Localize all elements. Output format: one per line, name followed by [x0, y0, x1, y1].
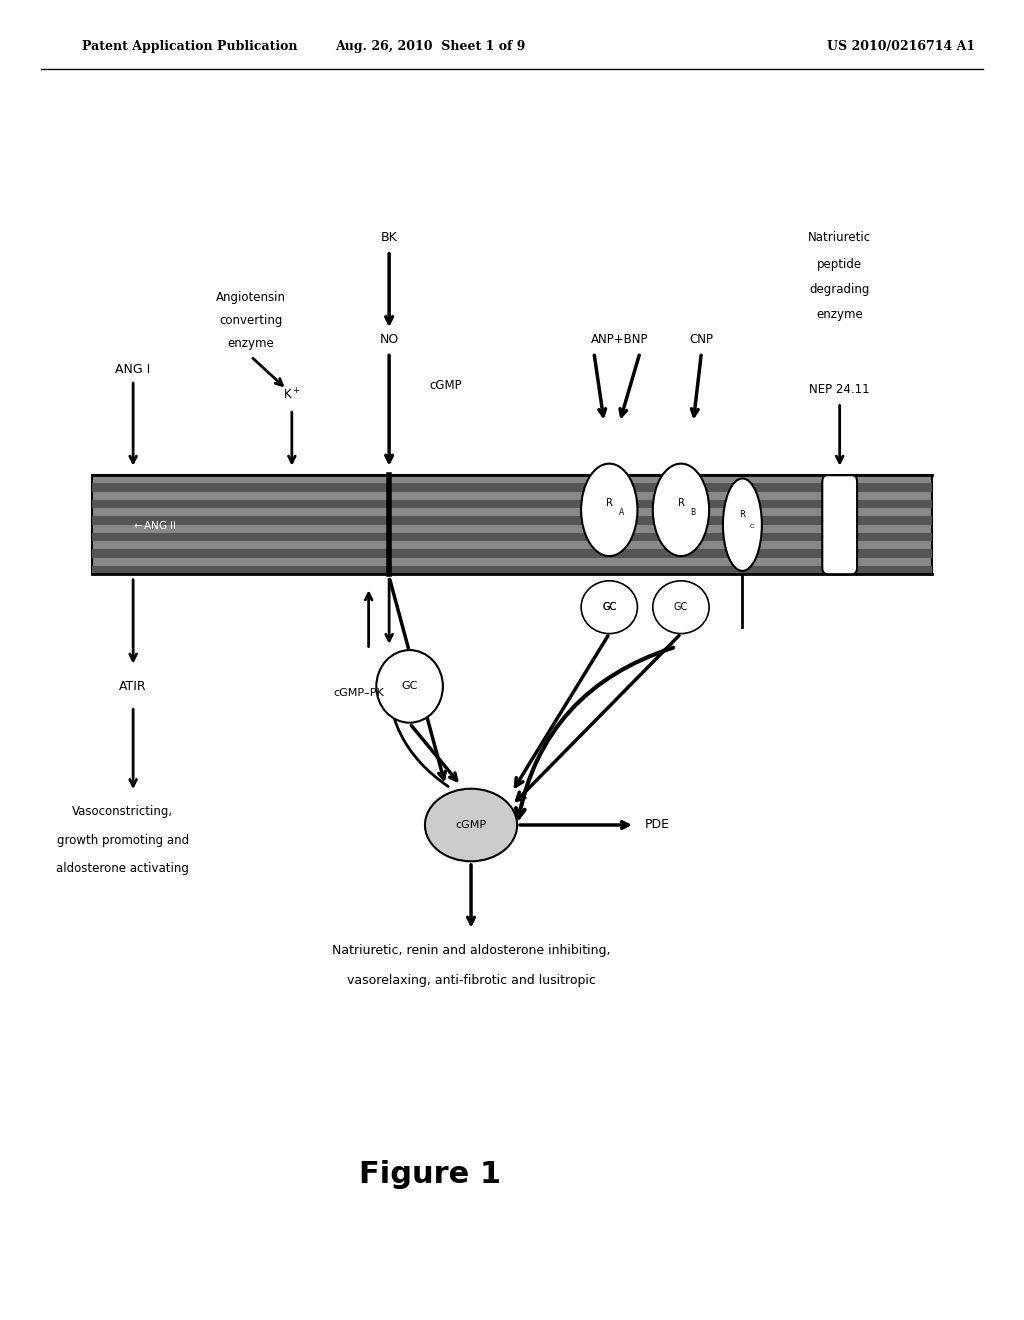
Text: ANP+BNP: ANP+BNP [591, 333, 648, 346]
Text: Angiotensin: Angiotensin [216, 290, 286, 304]
Text: ATIR: ATIR [120, 680, 146, 693]
Text: enzyme: enzyme [816, 308, 863, 321]
Bar [92, 566, 932, 574]
Text: vasorelaxing, anti-fibrotic and lusitropic: vasorelaxing, anti-fibrotic and lusitrop… [346, 974, 596, 987]
Text: Patent Application Publication: Patent Application Publication [82, 40, 297, 53]
Text: aldosterone activating: aldosterone activating [56, 862, 189, 875]
Bar [92, 533, 932, 541]
Text: cGMP–PK: cGMP–PK [333, 688, 384, 698]
Text: B: B [690, 508, 696, 517]
Text: A: A [618, 508, 625, 517]
Text: enzyme: enzyme [227, 337, 274, 350]
Bar [92, 500, 932, 508]
Text: Vasoconstricting,: Vasoconstricting, [73, 805, 173, 818]
Ellipse shape [653, 581, 709, 634]
Bar [92, 549, 932, 558]
Text: R: R [739, 511, 745, 519]
Text: GC: GC [674, 602, 688, 612]
Ellipse shape [425, 789, 517, 862]
Text: R: R [678, 498, 684, 508]
Text: R: R [606, 498, 612, 508]
Text: Aug. 26, 2010  Sheet 1 of 9: Aug. 26, 2010 Sheet 1 of 9 [335, 40, 525, 53]
Bar [92, 483, 932, 492]
Text: BK: BK [381, 231, 397, 244]
Ellipse shape [581, 463, 637, 556]
Text: ANG I: ANG I [116, 363, 151, 376]
Text: GC: GC [401, 681, 418, 692]
Text: C: C [750, 524, 754, 529]
Text: $\leftarrow$ANG II: $\leftarrow$ANG II [131, 519, 176, 531]
Ellipse shape [377, 651, 442, 723]
Text: growth promoting and: growth promoting and [56, 834, 189, 847]
Bar [92, 516, 932, 525]
FancyBboxPatch shape [822, 475, 857, 574]
Text: US 2010/0216714 A1: US 2010/0216714 A1 [827, 40, 975, 53]
Text: K$^+$: K$^+$ [283, 387, 301, 403]
Text: GC: GC [602, 602, 616, 612]
Text: GC: GC [602, 602, 616, 612]
Ellipse shape [653, 463, 709, 556]
Text: cGMP: cGMP [456, 820, 486, 830]
Text: converting: converting [219, 314, 283, 327]
Ellipse shape [581, 581, 637, 634]
Text: peptide: peptide [817, 257, 862, 271]
Text: NO: NO [380, 333, 398, 346]
Ellipse shape [723, 479, 762, 572]
Text: Figure 1: Figure 1 [359, 1160, 501, 1189]
Text: CNP: CNP [689, 333, 714, 346]
Text: cGMP: cGMP [429, 379, 462, 392]
Bar [92, 475, 932, 574]
Text: NEP 24.11: NEP 24.11 [809, 383, 870, 396]
Text: degrading: degrading [810, 282, 869, 296]
Text: PDE: PDE [645, 818, 670, 832]
Text: Natriuretic, renin and aldosterone inhibiting,: Natriuretic, renin and aldosterone inhib… [332, 944, 610, 957]
Text: Natriuretic: Natriuretic [808, 231, 871, 244]
